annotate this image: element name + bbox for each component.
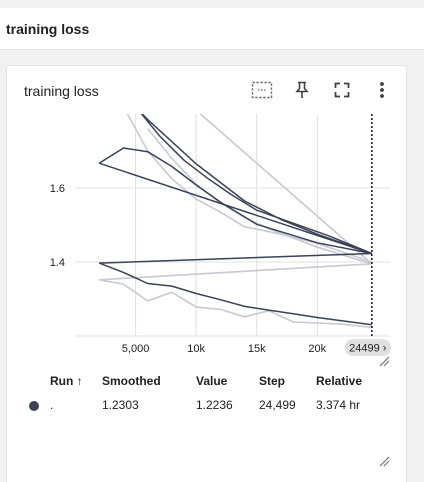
resize-handle-chart[interactable] [378,355,390,367]
resize-handle-legend[interactable] [378,455,390,467]
smoothed-series-line [99,252,372,264]
header-smoothed: Smoothed [102,374,161,388]
run-color-dot [29,401,39,411]
row-relative: 3.374 hr [316,398,361,412]
section-header: training loss [0,8,424,50]
header-run[interactable]: Run ↑ [50,374,83,388]
raw-series-line [147,128,373,265]
x-tick-label: 20k [308,343,326,355]
smoothed-series-line [141,114,373,255]
smoothed-series-line [98,162,373,255]
header-relative: Relative [316,374,363,388]
x-tick-label: 10k [187,343,205,355]
step-badge-label: 24499 › [349,343,387,355]
fit-domain-icon[interactable] [250,78,274,102]
header-value: Value [196,374,228,388]
row-run: . [50,398,54,412]
smoothed-series-line [98,147,372,255]
loss-chart[interactable]: 1.6 1.4 5,000 10k 15k 20k 24499 › [7,114,408,374]
row-step: 24,499 [259,398,296,412]
raw-series-line [99,279,372,329]
pin-icon[interactable] [290,78,314,102]
smoothed-series-line [98,262,372,326]
x-tick-label: 15k [248,343,266,355]
row-value: 1.2236 [196,398,233,412]
raw-series-line [199,114,373,265]
more-vert-icon[interactable] [370,78,394,102]
row-smoothed: 1.2303 [102,398,139,412]
fullscreen-icon[interactable] [330,78,354,102]
chart-card: training loss 1.6 1.4 5,000 10k 15k 20k 24499 … [6,65,407,482]
header-step: Step [259,374,286,388]
x-tick-label: 5,000 [122,343,150,355]
y-tick-label: 1.4 [50,257,65,269]
step-badge[interactable] [344,339,391,356]
section-title: training loss [6,21,90,37]
y-tick-label: 1.6 [50,183,65,195]
card-title: training loss [24,83,99,99]
smoothed-series-line [140,114,373,255]
raw-series-line [126,114,373,263]
raw-series-line [99,263,372,281]
